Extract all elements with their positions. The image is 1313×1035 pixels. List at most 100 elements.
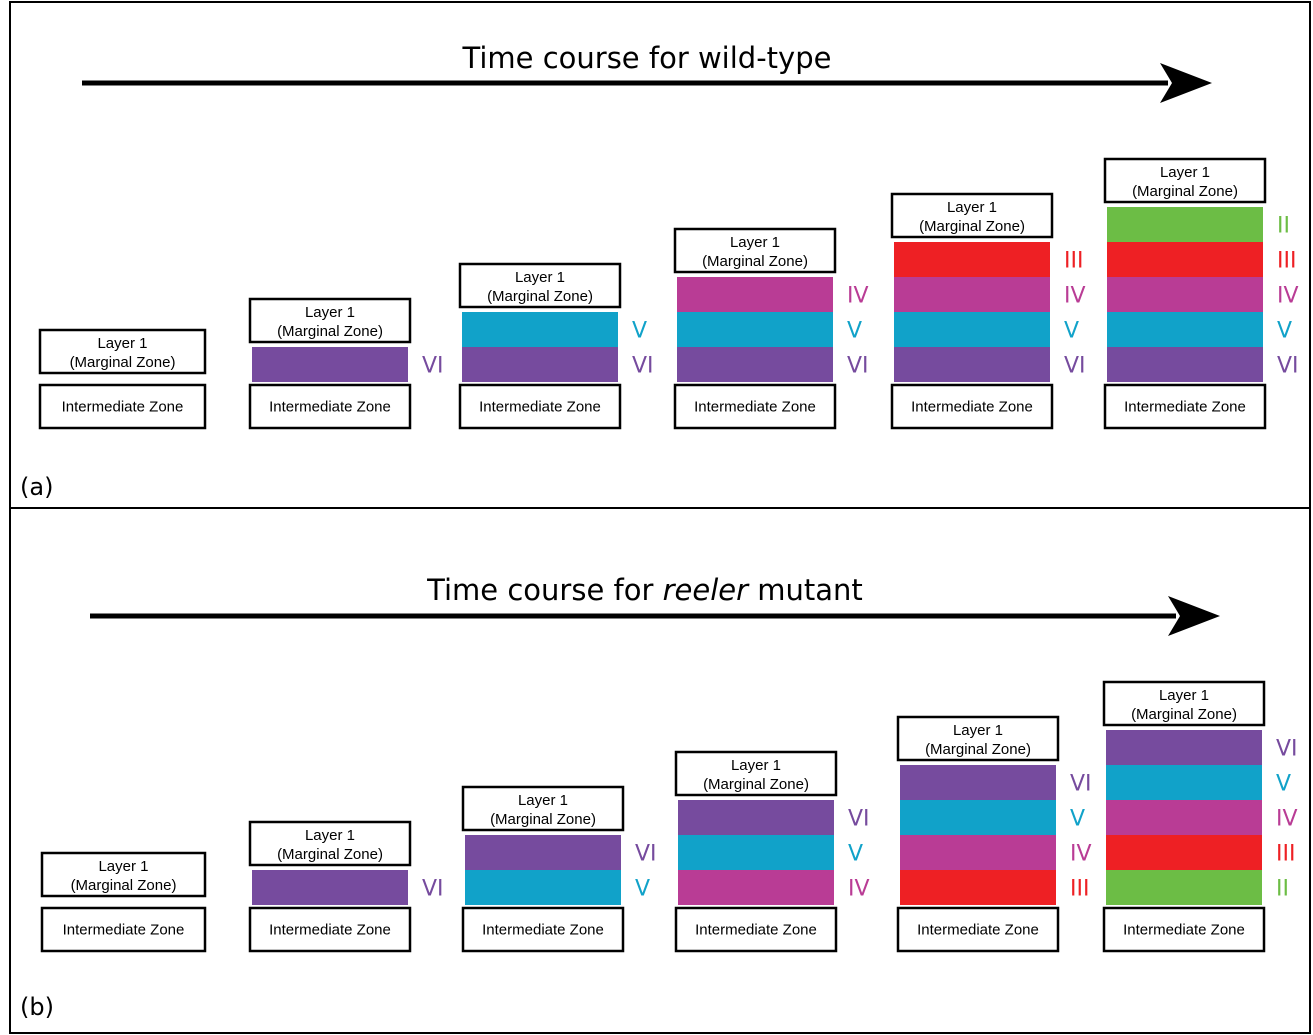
panel-a-stage-4: Intermediate Zone IV V VI Layer 1 (Marginal Z… [673,227,869,430]
marginal-zone-label-line2: (Marginal Zone) [277,846,383,863]
layer-ii-band [1107,207,1263,242]
intermediate-zone-box [461,906,625,953]
layer-iii-label: III [1070,877,1089,902]
panel-b-title: Time course for reeler mutant [426,573,863,607]
marginal-zone-box [673,227,837,274]
intermediate-zone-box [890,383,1054,430]
layer-vi-label: VI [1064,354,1086,379]
intermediate-zone-label: Intermediate Zone [482,922,604,939]
marginal-zone-label-line2: (Marginal Zone) [919,218,1025,235]
layer-iv-band [900,835,1056,870]
marginal-zone-box [458,262,622,309]
intermediate-zone-label: Intermediate Zone [479,399,601,416]
panel-b: Time course for reeler mutant Intermedia… [9,507,1311,1034]
layer-iii-label: III [1277,249,1296,274]
marginal-zone-label-line1: Layer 1 [518,792,568,809]
panel-b-arrowhead [1168,596,1220,636]
marginal-zone-label-line1: Layer 1 [305,304,355,321]
panel-a-stage-1: Intermediate Zone Layer 1 (Marginal Zone) [38,328,207,430]
intermediate-zone-box [673,383,837,430]
layer-vi-label: VI [1070,772,1092,797]
layer-vi-label: VI [422,354,444,379]
layer-v-label: V [1276,772,1291,797]
marginal-zone-label-line2: (Marginal Zone) [703,776,809,793]
layer-vi-band [1107,347,1263,382]
layer-iii-label: III [1064,249,1083,274]
intermediate-zone-label: Intermediate Zone [62,399,184,416]
intermediate-zone-box [40,906,207,953]
intermediate-zone-box [1103,383,1267,430]
layer-ii-band [1106,870,1262,905]
layer-v-band [678,835,834,870]
marginal-zone-box [1103,157,1267,204]
marginal-zone-box [1102,680,1266,727]
layer-vi-label: VI [632,354,654,379]
panel-a-label: (a) [20,473,53,501]
marginal-zone-label-line1: Layer 1 [305,827,355,844]
marginal-zone-label-line2: (Marginal Zone) [1132,183,1238,200]
intermediate-zone-box [248,383,412,430]
panel-b-label: (b) [20,993,54,1021]
marginal-zone-label-line1: Layer 1 [947,199,997,216]
marginal-zone-box [896,715,1060,762]
marginal-zone-box [248,297,412,344]
layer-iv-label: IV [1277,284,1299,309]
layer-iii-band [900,870,1056,905]
layer-v-label: V [632,319,647,344]
layer-v-label: V [1064,319,1079,344]
marginal-zone-label-line1: Layer 1 [515,269,565,286]
panel-a-arrowhead [1160,63,1212,103]
marginal-zone-label-line2: (Marginal Zone) [70,354,176,371]
marginal-zone-label-line2: (Marginal Zone) [487,288,593,305]
intermediate-zone-label: Intermediate Zone [1123,922,1245,939]
layer-iv-band [678,870,834,905]
layer-v-band [677,312,833,347]
marginal-zone-label-line1: Layer 1 [1159,687,1209,704]
marginal-zone-box [674,750,838,797]
panel-b-stage-2: Intermediate Zone VI Layer 1 (Marginal Zone… [248,820,444,953]
marginal-zone-label-line2: (Marginal Zone) [702,253,808,270]
layer-vi-label: VI [422,877,444,902]
layer-vi-band [462,347,618,382]
intermediate-zone-label: Intermediate Zone [694,399,816,416]
layer-iii-band [1107,242,1263,277]
panel-a-stage-2: Intermediate Zone VI Layer 1 (Marginal Zone… [248,297,444,430]
panel-b-stage-5: Intermediate Zone VI V IV III Layer 1 (Margina… [896,715,1092,953]
layer-iv-label: IV [1070,842,1092,867]
layer-ii-label: II [1276,877,1289,902]
layer-vi-band [252,347,408,382]
layer-iii-band [1106,835,1262,870]
intermediate-zone-box [38,383,207,430]
intermediate-zone-label: Intermediate Zone [269,922,391,939]
marginal-zone-label-line2: (Marginal Zone) [277,323,383,340]
layer-vi-band [894,347,1050,382]
layer-iii-label: III [1276,842,1295,867]
layer-vi-label: VI [635,842,657,867]
panel-b-stage-4: Intermediate Zone VI V IV Layer 1 (Marginal Z… [674,750,870,953]
panel-a-stage-5: Intermediate Zone III IV V VI Layer 1 (Margina… [890,192,1086,430]
marginal-zone-label-line2: (Marginal Zone) [925,741,1031,758]
layer-iv-band [894,277,1050,312]
marginal-zone-label-line2: (Marginal Zone) [71,877,177,894]
panel-a: Time course for wild-type Intermediate Z… [9,1,1311,509]
layer-v-label: V [848,842,863,867]
layer-v-band [1106,765,1262,800]
intermediate-zone-box [458,383,622,430]
layer-vi-band [900,765,1056,800]
layer-vi-label: VI [848,807,870,832]
layer-v-label: V [847,319,862,344]
layer-iii-band [894,242,1050,277]
intermediate-zone-label: Intermediate Zone [917,922,1039,939]
intermediate-zone-box [248,906,412,953]
marginal-zone-label-line2: (Marginal Zone) [490,811,596,828]
layer-iv-band [677,277,833,312]
layer-v-label: V [635,877,650,902]
layer-iv-label: IV [848,877,870,902]
marginal-zone-label-line1: Layer 1 [1160,164,1210,181]
layer-vi-band [1106,730,1262,765]
layer-vi-label: VI [1276,737,1298,762]
panel-b-border [9,507,1311,1034]
marginal-zone-label-line1: Layer 1 [97,335,147,352]
